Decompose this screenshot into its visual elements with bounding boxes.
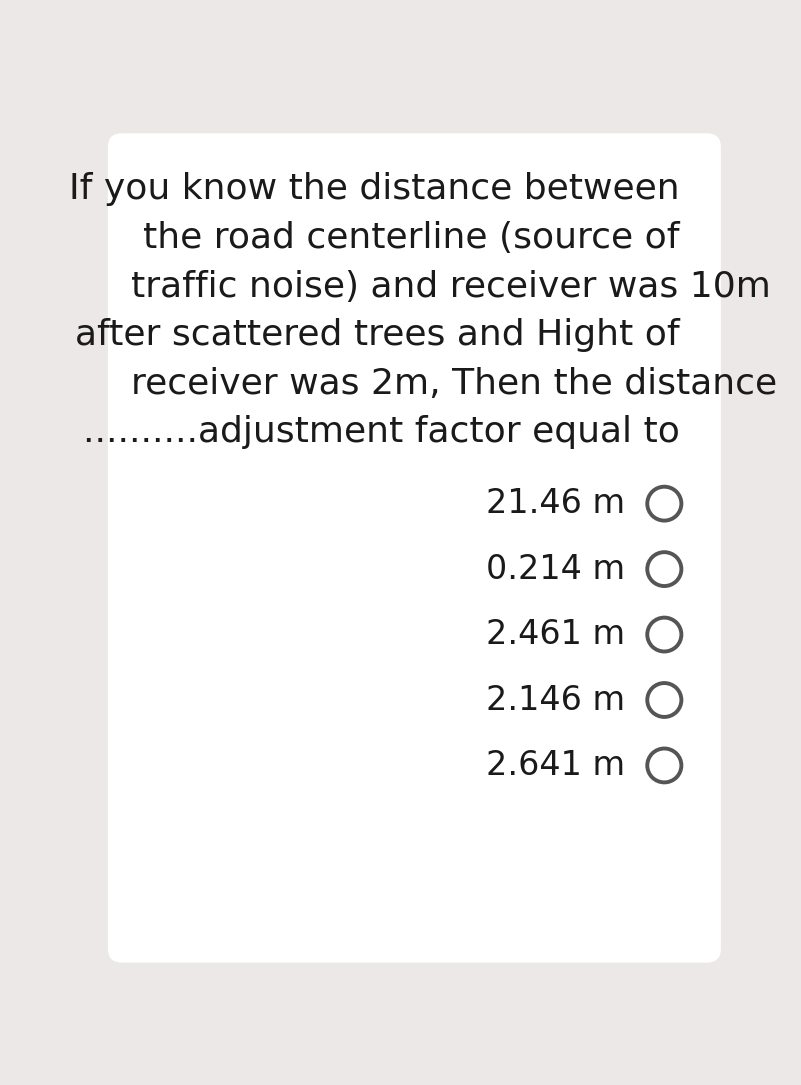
Text: receiver was 2m, Then the distance: receiver was 2m, Then the distance [131, 367, 777, 400]
Text: 2.146 m: 2.146 m [486, 684, 626, 716]
Text: If you know the distance between: If you know the distance between [69, 173, 680, 206]
Text: 21.46 m: 21.46 m [486, 487, 626, 520]
Text: 2.461 m: 2.461 m [486, 618, 626, 651]
FancyBboxPatch shape [108, 133, 721, 962]
Text: 2.641 m: 2.641 m [486, 749, 626, 782]
Text: after scattered trees and Hight of: after scattered trees and Hight of [75, 318, 680, 352]
Text: 0.214 m: 0.214 m [486, 552, 626, 586]
Text: the road centerline (source of: the road centerline (source of [143, 221, 680, 255]
Text: ..........adjustment factor equal to: ..........adjustment factor equal to [83, 416, 680, 449]
Text: traffic noise) and receiver was 10m: traffic noise) and receiver was 10m [131, 269, 771, 304]
